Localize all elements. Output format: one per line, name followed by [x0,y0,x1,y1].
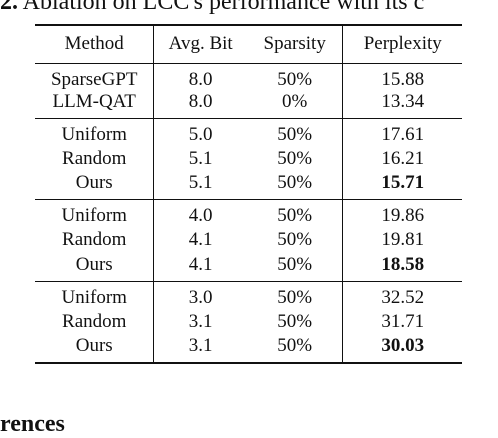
table-row: Random 3.1 50% 31.71 [35,308,462,335]
header-row: Method Avg. Bit Sparsity Perplexity [35,24,462,64]
table-row: Ours 4.1 50% 18.58 [35,253,462,281]
cell-sparsity: 50% [246,63,344,91]
cell-method: Uniform [35,117,155,146]
cell-method: Ours [35,253,155,281]
table-row: Uniform 4.0 50% 19.86 [35,199,462,227]
table-row: LLM-QAT 8.0 0% 13.34 [35,90,462,118]
cell-avg-bit: 5.1 [188,172,213,193]
cell-method: Uniform [35,199,155,227]
cell-sparsity: 50% [246,253,344,281]
cell-sparsity: 50% [246,280,344,309]
cell-method: Uniform [35,280,155,309]
cell-perplexity-best: 15.71 [381,172,425,193]
cell-sparsity: 50% [246,308,344,335]
cell-perplexity-best: 30.03 [342,335,462,364]
cell-perplexity: 32.52 [342,280,462,309]
results-table: Method Avg. Bit Sparsity Perplexity Spar… [35,24,462,364]
table-row: SparseGPT 8.0 50% 15.88 [35,63,462,91]
header-avg-bit: Avg. Bit [153,24,247,64]
cell-sparsity: 50% [246,227,344,254]
table-row: Random 5.1 50% 16.21 [35,145,462,172]
cell-method: SparseGPT [35,63,155,91]
cell-method: Random [35,227,155,254]
cell-perplexity: 17.61 [342,117,462,146]
cell-method: Ours [35,172,155,200]
cell-avg-bit: 8.0 [188,68,213,90]
table-caption-text: Ablation on LCC's performance with its c [18,0,425,15]
table-row: Uniform 3.0 50% 32.52 [35,280,462,309]
header-sparsity: Sparsity [246,24,344,64]
cell-perplexity: 19.86 [342,199,462,227]
cell-sparsity: 50% [246,172,344,200]
cell-method: Ours [35,335,155,364]
cell-avg-bit: 5.0 [153,117,247,146]
row-group-5bit: Uniform 5.0 50% 17.61 Random 5.1 50% 16.… [35,117,462,200]
cell-perplexity: 15.88 [381,68,425,90]
cell-perplexity-best: 18.58 [381,253,425,275]
cell-method: Random [35,308,155,335]
cell-avg-bit: 3.1 [188,310,213,332]
cell-method: LLM-QAT [35,90,155,118]
cell-sparsity: 50% [246,199,344,227]
table-row: Ours 3.1 50% 30.03 [35,335,462,364]
table-row: Random 4.1 50% 19.81 [35,227,462,254]
header-method: Method [35,24,155,64]
cell-avg-bit: 4.0 [153,199,247,227]
section-heading-fragment: rences [0,411,65,437]
row-group-4bit: Uniform 4.0 50% 19.86 Random 4.1 50% 19.… [35,199,462,281]
cell-avg-bit: 5.1 [188,147,213,169]
cell-avg-bit: 4.1 [188,253,213,275]
cell-sparsity: 0% [246,90,344,118]
row-group-3bit: Uniform 3.0 50% 32.52 Random 3.1 50% 31.… [35,280,462,364]
cell-perplexity: 19.81 [381,229,425,251]
cell-sparsity: 50% [246,117,344,146]
cell-perplexity: 31.71 [381,310,425,332]
table-row: Ours 5.1 50% 15.71 [35,172,462,200]
cell-sparsity: 50% [246,335,344,364]
cell-avg-bit: 8.0 [188,90,213,112]
cell-perplexity: 16.21 [381,147,425,169]
table-caption: 2. Ablation on LCC's performance with it… [0,0,498,16]
table-header: Method Avg. Bit Sparsity Perplexity [35,24,462,64]
cell-avg-bit: 4.1 [188,229,213,251]
cell-avg-bit: 3.0 [153,280,247,309]
row-group-baselines: SparseGPT 8.0 50% 15.88 LLM-QAT 8.0 0% 1… [35,63,462,118]
table-row: Uniform 5.0 50% 17.61 [35,117,462,146]
header-perplexity: Perplexity [342,24,462,64]
cell-sparsity: 50% [246,145,344,172]
cell-perplexity: 13.34 [381,90,425,112]
cell-method: Random [35,145,155,172]
table-caption-label: 2. [0,0,18,15]
cell-avg-bit: 3.1 [153,335,247,364]
